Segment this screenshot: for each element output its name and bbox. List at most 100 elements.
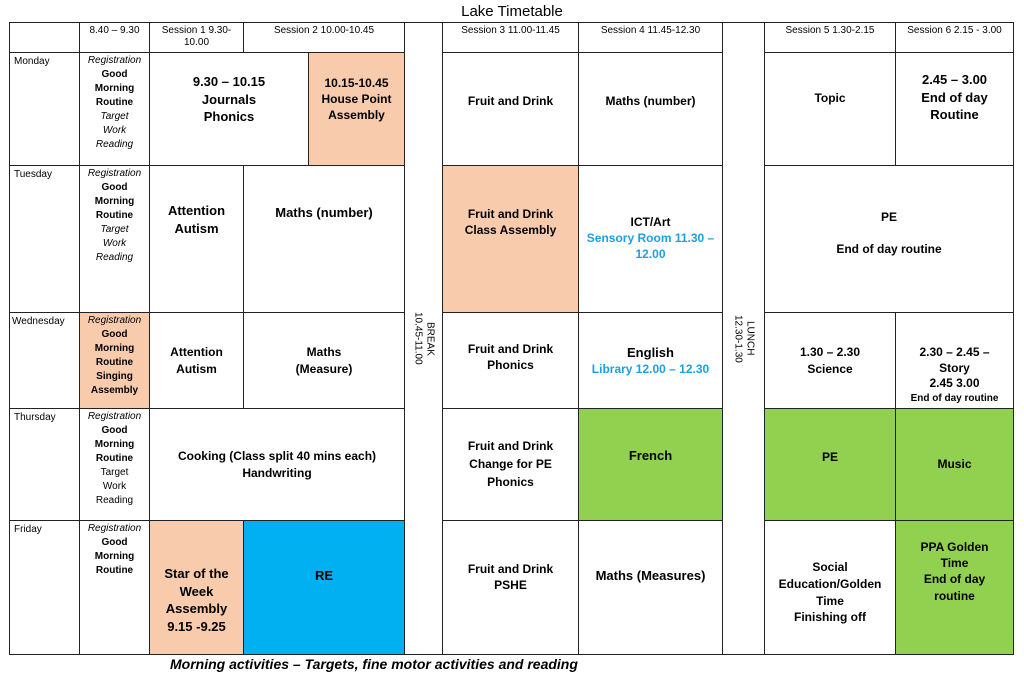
- text-line: Fruit and Drink: [467, 439, 554, 453]
- monday-session-5: Topic: [764, 52, 896, 166]
- text-line: Good: [101, 69, 128, 80]
- text-line: End of day: [921, 89, 988, 105]
- tuesday-session-1: Attention Autism: [149, 165, 244, 313]
- tuesday-morning: Registration Good Morning Routine Target…: [79, 165, 150, 313]
- wednesday-session-6: 2.30 – 2.45 – Story 2.45 3.00 End of day…: [895, 312, 1014, 409]
- thursday-session-6: Music: [895, 408, 1014, 521]
- friday-morning: Registration Good Morning Routine: [79, 520, 150, 655]
- text-line: Fruit and Drink: [467, 562, 554, 576]
- header-session-2: Session 2 10.00-10.45: [243, 22, 405, 53]
- text-line: Assembly: [90, 385, 139, 396]
- text-line: Assembly: [165, 601, 228, 617]
- text-line: Routine: [95, 357, 134, 368]
- text-line: Attention: [170, 345, 223, 360]
- text-line: PPA Golden: [920, 540, 989, 554]
- text-line: Science: [807, 361, 853, 376]
- text-line: Routine: [95, 453, 134, 464]
- wednesday-session-2: Maths (Measure): [243, 312, 405, 409]
- text-line: PSHE: [494, 578, 527, 593]
- text-line: Attention: [167, 203, 226, 218]
- day-friday: Friday: [9, 520, 80, 655]
- text-line: routine: [934, 588, 975, 603]
- text-line: Phonics: [487, 358, 534, 373]
- text-line: House Point: [321, 92, 392, 107]
- text-line: Reading: [95, 252, 134, 263]
- text-line: End of day: [923, 572, 986, 587]
- wednesday-session-1: Attention Autism: [149, 312, 244, 409]
- text-line: Work: [102, 481, 127, 492]
- thursday-morning: Registration Good Morning Routine Target…: [79, 408, 150, 521]
- text-line: End of day routine: [910, 392, 999, 404]
- text-line: 2.30 – 2.45 –: [919, 345, 990, 359]
- header-morning: 8.40 – 9.30: [79, 22, 150, 53]
- text-line: Class Assembly: [464, 223, 557, 238]
- wednesday-session-5: 1.30 – 2.30 Science: [764, 312, 896, 409]
- text-line: Story: [939, 360, 970, 375]
- friday-session-1: Star of the Week Assembly 9.15 -9.25: [149, 520, 244, 655]
- header-session-4: Session 4 11.45-12.30: [578, 22, 723, 53]
- text-line: Sensory Room 11.30 –: [586, 231, 715, 246]
- text-line: Finishing off: [794, 610, 866, 625]
- text-line: Morning: [94, 551, 135, 562]
- thursday-session-3: Fruit and Drink Change for PE Phonics: [442, 408, 579, 521]
- monday-session-4: Maths (number): [578, 52, 723, 166]
- monday-session-6: 2.45 – 3.00 End of day Routine: [895, 52, 1014, 166]
- text-line: Good: [101, 329, 128, 340]
- text-line: Change for PE: [469, 457, 552, 471]
- text-line: Phonics: [203, 109, 255, 125]
- text-line: Singing: [96, 371, 133, 382]
- monday-session-1: 9.30 – 10.15 Journals Phonics: [149, 52, 309, 166]
- text-line: Routine: [95, 97, 134, 108]
- thursday-session-5: PE: [764, 408, 896, 521]
- text-line: Cooking (Class split 40 mins each): [177, 449, 377, 464]
- text-line: Assembly: [328, 108, 385, 123]
- text-line: Routine: [95, 210, 134, 221]
- text-line: Maths: [306, 345, 342, 360]
- text-line: End of day routine: [836, 242, 942, 257]
- text-line: Registration: [87, 315, 142, 326]
- text-line: Routine: [930, 107, 979, 123]
- monday-session-3: Fruit and Drink: [442, 52, 579, 166]
- wednesday-session-3: Fruit and Drink Phonics: [442, 312, 579, 409]
- text-line: Good: [101, 425, 128, 436]
- day-thursday: Thursday: [9, 408, 80, 521]
- text-line: Registration: [87, 168, 142, 179]
- monday-session-2: 10.15-10.45 House Point Assembly: [308, 52, 405, 166]
- text-line: Fruit and Drink: [467, 207, 554, 221]
- text-line: (Measure): [295, 361, 353, 376]
- day-monday: Monday: [9, 52, 80, 166]
- text-line: 9.30 – 10.15: [192, 74, 266, 89]
- text-line: Journals: [201, 91, 257, 107]
- text-line: Registration: [87, 411, 142, 422]
- text-line: English: [627, 344, 674, 360]
- text-line: Time: [940, 556, 969, 571]
- text-line: 2.45 – 3.00: [921, 72, 988, 87]
- text-line: 1.30 – 2.30: [799, 345, 861, 360]
- text-line: PE: [880, 210, 897, 224]
- break-column: BREAK 10.45-11.00: [404, 22, 443, 655]
- text-line: 10.15-10.45: [324, 76, 389, 90]
- friday-session-2: RE: [243, 520, 405, 655]
- text-line: Reading: [95, 495, 134, 506]
- text-line: Handwriting: [242, 465, 312, 480]
- footer-note: Morning activities – Targets, fine motor…: [170, 656, 578, 672]
- lunch-label: LUNCH: [744, 321, 756, 356]
- text-line: Morning: [94, 196, 135, 207]
- header-session-1: Session 1 9.30-10.00: [149, 22, 244, 53]
- lunch-time: 12.30-1.30: [732, 314, 744, 363]
- text-line: 9.15 -9.25: [167, 618, 226, 634]
- text-line: 2.45 3.00: [929, 376, 980, 391]
- thursday-session-4: French: [578, 408, 723, 521]
- friday-session-6: PPA Golden Time End of day routine: [895, 520, 1014, 655]
- header-corner: [9, 22, 80, 53]
- text-line: Week: [179, 583, 214, 599]
- day-tuesday: Tuesday: [9, 165, 80, 313]
- lunch-column: LUNCH 12.30-1.30: [722, 22, 765, 655]
- text-line: Registration: [87, 55, 142, 66]
- friday-session-4: Maths (Measures): [578, 520, 723, 655]
- text-line: Library 12.00 – 12.30: [591, 362, 710, 377]
- break-label: BREAK: [424, 321, 436, 356]
- text-line: Reading: [95, 139, 134, 150]
- text-line: Morning: [94, 83, 135, 94]
- text-line: Education/Golden: [778, 576, 882, 591]
